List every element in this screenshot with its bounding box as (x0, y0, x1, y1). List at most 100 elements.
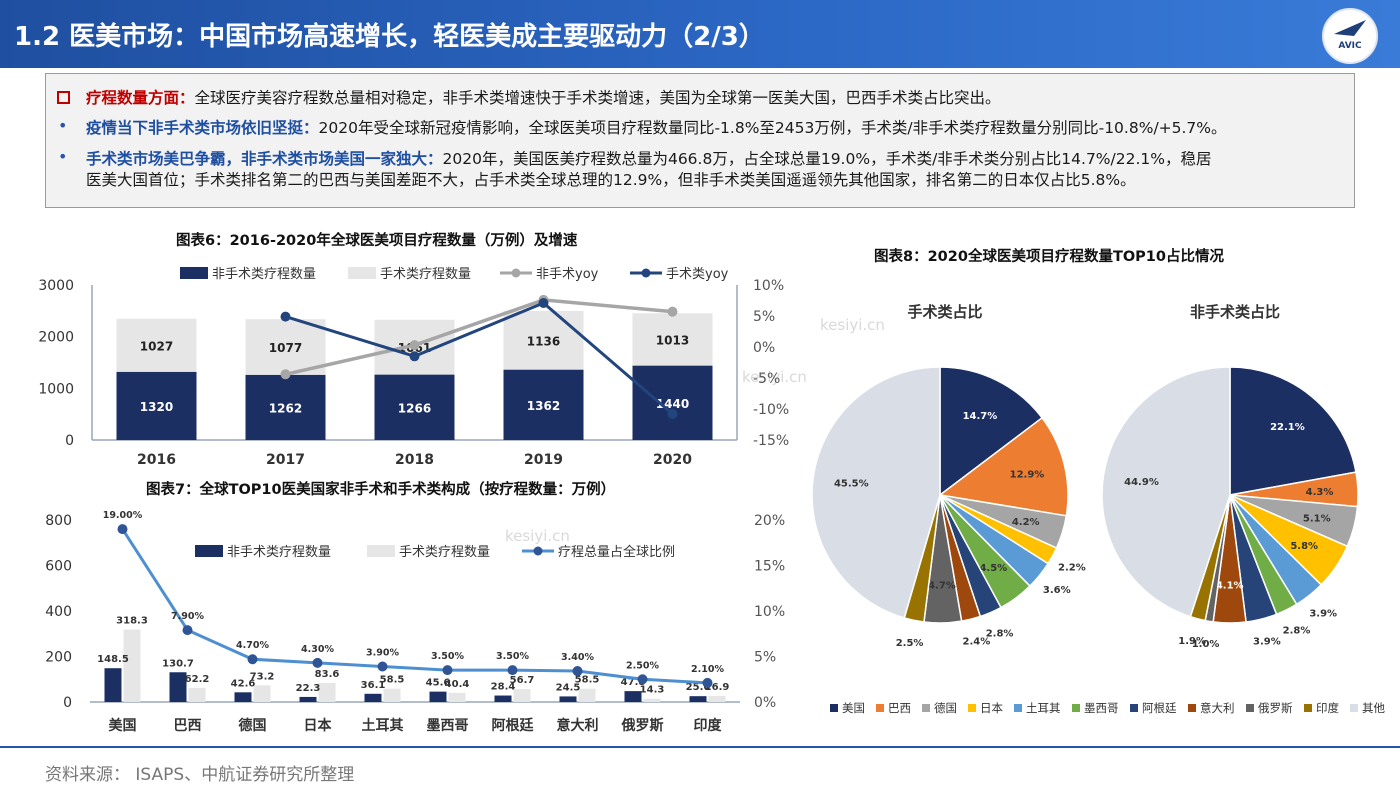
bar-surgical (448, 692, 466, 702)
x-tick-label: 德国 (239, 717, 267, 734)
line-point (637, 674, 648, 685)
legend-swatch (1014, 704, 1022, 712)
bar-nonsurgical (632, 365, 713, 440)
chart7-svg: 0 200 400 600 800 0% 5% 10% 15% 20% 148.5 318.3 美国 13… (45, 510, 785, 734)
legend-swatch (1072, 704, 1080, 712)
watermark: kesiyi.cn (742, 368, 807, 386)
y-tick-label: 0 (63, 695, 72, 711)
bar-value-label: 40.4 (445, 679, 470, 690)
bar-surgical (253, 685, 271, 702)
bar-nonsurgical (494, 695, 512, 702)
legend-label: 非手术yoy (536, 267, 599, 282)
summary-box: 疗程数量方面：全球医疗美容疗程数总量相对稳定，非手术类增速快于手术类增速，美国为… (45, 73, 1355, 208)
legend-swatch (641, 268, 651, 278)
bar-surgical (632, 313, 713, 366)
legend-swatch (1350, 704, 1358, 712)
bar-surgical (643, 698, 661, 702)
source-note: 资料来源： ISAPS、中航证券研究所整理 (45, 765, 355, 785)
legend-swatch (1188, 704, 1196, 712)
legend-swatch (968, 704, 976, 712)
line-point (507, 665, 518, 676)
bar-surgical (383, 688, 401, 702)
bar-surgical (123, 629, 141, 702)
bar-value-label: 1266 (398, 401, 431, 415)
pie-slice (1101, 366, 1231, 618)
point-value-label: 4.70% (236, 640, 269, 651)
y2-tick-label: 5% (753, 309, 775, 325)
series-line (285, 298, 673, 376)
legend-label: 疗程总量占全球比例 (558, 544, 675, 560)
pie-value-label: 5.8% (1290, 541, 1318, 552)
x-tick-label: 2019 (524, 452, 563, 468)
legend-label: 手术类疗程数量 (380, 267, 471, 282)
pie-value-label: 1.0% (1192, 639, 1220, 650)
bar-surgical (318, 682, 336, 702)
bar-surgical (708, 695, 726, 702)
bullet-icon: • (58, 147, 68, 166)
pie-slice (938, 416, 1069, 517)
bar-value-label: 45.6 (426, 678, 451, 689)
bar-value-label: 26.9 (705, 682, 730, 693)
pie-value-label: 3.9% (1253, 636, 1281, 647)
bar-value-label: 56.7 (510, 675, 535, 686)
pie-value-label: 2.4% (963, 637, 991, 648)
pie-value-label: 4.2% (1012, 517, 1040, 528)
pie-value-label: 4.5% (979, 563, 1007, 574)
point-value-label: 2.50% (626, 660, 659, 671)
bullet-icon: • (58, 116, 68, 135)
pie-title: 非手术类占比 (1190, 303, 1280, 321)
y2-tick-label: 10% (753, 278, 784, 294)
summary-text-2: 2020年受全球新冠疫情影响，全球医美项目疗程数量同比-1.8%至2453万例，… (318, 119, 1227, 137)
bar-nonsurgical (234, 692, 252, 702)
logo-text: AVIC (1338, 41, 1362, 51)
pie-value-label: 2.8% (986, 629, 1014, 640)
point-value-label: 19.00% (103, 510, 143, 521)
bar-value-label: 47.8 (621, 677, 646, 688)
bar-surgical (188, 687, 206, 702)
pie-value-label: 4.3% (1306, 487, 1334, 498)
x-tick-label: 日本 (304, 717, 333, 734)
bar-nonsurgical (245, 374, 326, 440)
legend-swatch (830, 704, 838, 712)
summary-lead-3: 手术类市场美巴争霸，非手术类市场美国一家独大： (86, 150, 443, 168)
legend-label: 土耳其 (1026, 701, 1061, 715)
x-tick-label: 土耳其 (362, 717, 404, 734)
y2-tick-label: 5% (754, 650, 776, 666)
point-value-label: 3.90% (366, 648, 399, 659)
y-tick-label: 600 (45, 559, 72, 575)
legend-label: 日本 (980, 701, 1003, 715)
pie-value-label: 4.1% (1216, 581, 1244, 592)
line-point (117, 524, 128, 535)
legend-swatch (922, 704, 930, 712)
chart7-title: 图表7：全球TOP10医美国家非手术和手术类构成（按疗程数量：万例） (146, 482, 616, 498)
point-value-label: 2.10% (691, 664, 724, 675)
header-bar: 1.2 医美市场：中国市场高速增长，轻医美成主要驱动力（2/3） AVIC (0, 0, 1400, 68)
bar-value-label: 1362 (527, 399, 560, 413)
bar-value-label: 24.5 (556, 682, 581, 693)
pie-value-label: 45.5% (834, 478, 869, 489)
bar-value-label: 148.5 (97, 654, 129, 665)
legend-swatch (348, 267, 376, 279)
point-value-label: 3.40% (561, 652, 594, 663)
x-tick-label: 意大利 (557, 717, 599, 734)
y-tick-label: 0 (65, 433, 74, 449)
y2-tick-label: -5% (753, 371, 780, 387)
y-tick-label: 3000 (38, 278, 74, 294)
legend-swatch (1304, 704, 1312, 712)
pie-value-label: 14.7% (963, 411, 998, 422)
line-point (409, 351, 420, 362)
pie-value-label: 5.1% (1303, 513, 1331, 524)
line-point (538, 297, 549, 308)
x-tick-label: 2017 (266, 452, 305, 468)
pie-value-label: 2.2% (1058, 562, 1086, 573)
legend-label: 巴西 (888, 701, 911, 715)
pie-value-label: 3.6% (1043, 585, 1071, 596)
avic-logo: AVIC (1322, 8, 1378, 64)
page-title: 1.2 医美市场：中国市场高速增长，轻医美成主要驱动力（2/3） (14, 22, 765, 52)
pie-value-label: 2.5% (896, 638, 924, 649)
bar-value-label: 1077 (269, 341, 302, 355)
square-bullet-icon (57, 91, 70, 104)
y2-tick-label: 0% (753, 340, 775, 356)
bar-value-label: 130.7 (162, 658, 194, 669)
watermark: kesiyi.cn (505, 527, 570, 545)
